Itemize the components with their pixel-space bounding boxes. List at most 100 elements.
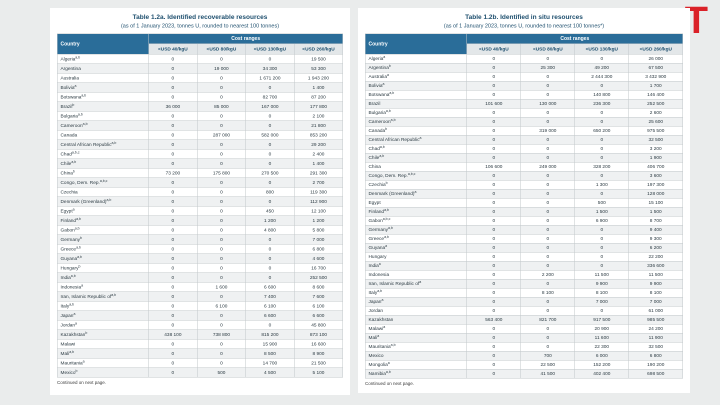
value-usd40: 0: [148, 367, 198, 378]
value-usd80: 0: [196, 320, 246, 330]
value-usd40: 0: [148, 130, 198, 140]
value-usd130: 7 400: [245, 291, 295, 302]
country-footnote-marker: a: [75, 321, 77, 326]
table-row: Bulgariaa,b 0 0 0 2 100: [57, 111, 344, 121]
value-usd130: 6 100: [245, 301, 295, 311]
value-usd80: 0: [520, 171, 576, 181]
value-usd40: 0: [466, 81, 522, 91]
value-usd130: 328 200: [574, 162, 630, 172]
country-cell: Chada,b,c: [57, 149, 149, 159]
value-usd130: 1 300: [574, 180, 630, 190]
table-row: Indiaa,b 0 0 0 252 500: [57, 272, 344, 283]
country-cell: Algeriaa: [364, 54, 468, 64]
value-usd130: 0: [245, 139, 295, 150]
table-row: Japana 0 0 6 600 6 600: [57, 310, 344, 321]
country-cell: Malia,b: [57, 348, 149, 359]
value-usd130: 7 000: [574, 297, 630, 307]
country-cell: Czechiab: [364, 180, 468, 190]
table-title-recoverable: Table 1.2a. Identified recoverable resou…: [132, 13, 268, 21]
table-row: Central African Republica 0 0 0 32 500: [364, 135, 683, 145]
value-usd80: 41 500: [520, 369, 576, 379]
continued-note-right: Continued on next page.: [365, 381, 415, 386]
value-usd80: 0: [196, 92, 246, 102]
value-usd40: 0: [466, 216, 522, 226]
table-row: Hungary 0 0 0 22 200: [364, 252, 683, 262]
value-usd80: 8 100: [520, 288, 576, 298]
value-usd40: 0: [148, 282, 198, 292]
value-usd40: 0: [466, 90, 522, 100]
value-usd80: 0: [196, 263, 246, 273]
country-footnote-marker: a,b,c: [407, 172, 416, 177]
value-usd130: 0: [574, 153, 630, 163]
value-usd130: 0: [245, 158, 295, 169]
value-usd40: 0: [148, 225, 198, 235]
value-usd130: 0: [245, 54, 295, 64]
value-usd260: 2 100: [293, 111, 344, 121]
country-cell: Indonesiaa: [57, 282, 149, 292]
table-row: Mongoliaa 0 22 500 152 200 190 200: [364, 360, 683, 370]
value-usd40: 0: [466, 360, 522, 370]
value-usd40: 0: [148, 263, 198, 273]
country-cell: Botswanaa,b: [364, 90, 468, 100]
value-usd130: 6 600: [245, 282, 295, 292]
value-usd40: 101 600: [466, 99, 522, 109]
country-cell: Australiaa: [364, 72, 468, 82]
country-cell: Japana: [364, 297, 468, 307]
table-row: Cameroona,b 0 0 0 21 800: [57, 120, 344, 131]
country-footnote-marker: a,b: [74, 226, 80, 231]
value-usd80: 0: [196, 253, 246, 264]
table-row: Chilea,b 0 0 0 1 900: [364, 153, 683, 163]
table-row: Argentina 0 19 000 34 300 53 300: [57, 63, 344, 74]
cost-ranges-header: Cost ranges: [148, 33, 344, 44]
country-footnote-marker: a,b: [111, 293, 117, 297]
value-usd130: 14 700: [245, 358, 295, 368]
value-usd130: 815 200: [245, 329, 295, 340]
value-usd260: 45 800: [293, 320, 344, 330]
table-row: Congo, Dem. Rep.a,b,c 0 0 0 3 600: [364, 171, 683, 181]
value-usd40: 0: [148, 120, 198, 131]
table-row: Hungaryb 0 0 0 16 700: [57, 263, 344, 273]
table-subtitle-insitu: (as of 1 January 2023, tonnes U, rounded…: [443, 23, 605, 29]
value-usd80: 0: [196, 139, 246, 150]
value-usd130: 22 300: [574, 342, 630, 352]
value-usd80: 85 000: [196, 101, 246, 112]
value-usd260: 21 800: [293, 120, 344, 131]
value-usd130: 4 800: [245, 225, 295, 235]
country-cell: Mauritaniaa: [57, 358, 149, 368]
country-footnote-marker: a,b: [390, 118, 396, 123]
value-usd40: 0: [148, 158, 198, 169]
value-usd80: 0: [196, 111, 246, 121]
country-cell: Greecea,b: [364, 234, 468, 244]
country-footnote-marker: a: [385, 244, 388, 249]
country-cell: Indiaa,b: [57, 272, 149, 283]
value-usd40: 0: [466, 252, 522, 262]
value-usd260: 3 600: [628, 171, 683, 181]
table-row: Iran, Islamic Republic ofa 0 0 9 900 9 9…: [364, 279, 683, 289]
col-header-usd260: <USD 260/kgU: [293, 43, 344, 55]
table-row: Czechiab 0 0 1 300 197 300: [364, 180, 683, 190]
value-usd40: 0: [466, 144, 522, 154]
value-usd40: 0: [148, 187, 198, 197]
table-row: Italya,b 0 6 100 6 100 6 100: [57, 301, 344, 311]
col-header-usd40: <USD 40/kgU: [466, 43, 522, 55]
value-usd260: 19 500: [293, 54, 344, 64]
col-header-usd260: <USD 260/kgU: [628, 43, 683, 55]
value-usd40: 106 600: [466, 162, 522, 172]
table-row: Finlanda,b 0 0 1 200 1 200: [57, 215, 344, 226]
table-row: Chada,b 0 0 0 3 200: [364, 144, 683, 154]
value-usd130: 0: [574, 54, 630, 64]
value-usd40: 0: [466, 279, 522, 289]
value-usd130: 1 200: [245, 215, 295, 226]
table-row: Mauritaniaa 0 0 14 700 21 500: [57, 358, 344, 368]
country-cell: Congo, Dem. Rep.a,b,c: [57, 177, 149, 188]
value-usd130: 0: [574, 189, 630, 199]
country-footnote-marker: b: [85, 331, 88, 335]
value-usd260: 6 200: [628, 243, 683, 253]
value-usd80: 821 700: [520, 315, 576, 325]
table-row: Congo, Dem. Rep.a,b,c 0 0 0 2 700: [57, 177, 344, 188]
table-row: Namibiaa,b 0 41 500 402 400 698 500: [364, 369, 683, 379]
country-footnote-marker: a,b: [76, 217, 81, 221]
value-usd40: 0: [466, 171, 522, 181]
col-header-usd40: <USD 40/kgU: [148, 43, 198, 55]
table-row: Malawia 0 0 20 900 24 200: [364, 324, 683, 334]
